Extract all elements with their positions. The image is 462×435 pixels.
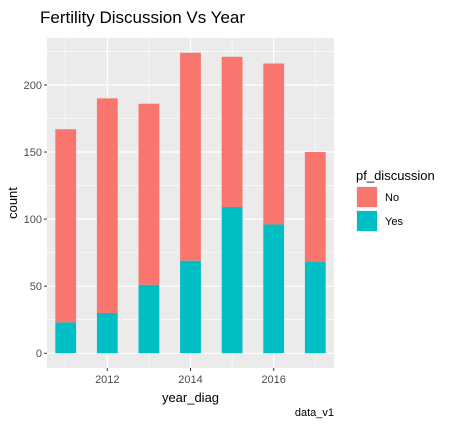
legend-key-no xyxy=(357,187,377,207)
x-tick-label: 2014 xyxy=(178,374,202,386)
legend-label-no: No xyxy=(385,192,399,204)
bar-no-2015 xyxy=(221,56,243,208)
bar-no-2016 xyxy=(263,63,285,225)
bar-yes-2012 xyxy=(96,313,118,354)
chart-title: Fertility Discussion Vs Year xyxy=(40,8,245,27)
bar-yes-2013 xyxy=(138,284,160,354)
bar-yes-2016 xyxy=(263,224,285,354)
legend-key-yes xyxy=(357,211,377,231)
chart-caption: data_v1 xyxy=(295,407,334,419)
y-tick-label: 100 xyxy=(24,214,42,226)
y-tick-label: 50 xyxy=(30,281,42,293)
x-tick-label: 2016 xyxy=(261,374,285,386)
bar-yes-2017 xyxy=(304,262,326,354)
bars-layer xyxy=(55,52,326,354)
x-axis-label: year_diag xyxy=(162,390,219,405)
bar-no-2014 xyxy=(180,52,201,261)
y-axis-label: count xyxy=(5,187,20,219)
bar-yes-2015 xyxy=(221,207,243,354)
bar-no-2012 xyxy=(96,98,118,314)
bar-no-2013 xyxy=(138,103,160,285)
y-tick-label: 200 xyxy=(24,80,42,92)
x-tick-label: 2012 xyxy=(95,374,119,386)
bar-yes-2014 xyxy=(180,260,201,354)
bar-yes-2011 xyxy=(55,322,77,354)
axis-layer: 0 50 100 150 200 2012 2014 2016 xyxy=(24,80,286,386)
bar-no-2011 xyxy=(55,129,77,323)
y-tick-label: 150 xyxy=(24,147,42,159)
legend: pf_discussion No Yes xyxy=(356,168,435,232)
bar-no-2017 xyxy=(304,152,326,263)
y-tick-label: 0 xyxy=(36,348,42,360)
legend-items: No Yes xyxy=(356,186,403,232)
legend-title: pf_discussion xyxy=(356,168,435,183)
legend-label-yes: Yes xyxy=(385,216,403,228)
